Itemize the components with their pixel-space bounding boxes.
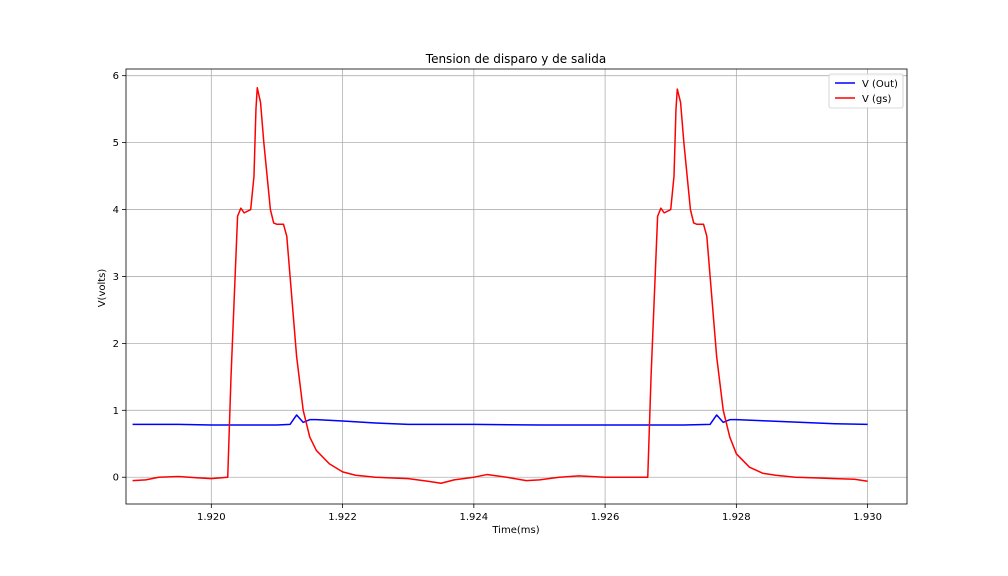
legend: V (Out) V (gs) [828, 73, 904, 109]
x-tick-label: 1.930 [853, 512, 882, 523]
grid-lines [126, 69, 907, 504]
y-tick-label: 1 [113, 406, 119, 417]
legend-label-v-out: V (Out) [862, 79, 898, 90]
x-axis-ticks: 1.920 1.922 1.924 1.926 1.928 1.930 [197, 504, 882, 523]
legend-label-v-gs: V (gs) [862, 94, 891, 105]
series-line-v-out [132, 414, 868, 426]
x-tick-label: 1.924 [460, 512, 489, 523]
x-tick-label: 1.926 [591, 512, 620, 523]
y-axis-ticks: 0 1 2 3 4 5 6 [113, 71, 126, 484]
y-tick-label: 3 [113, 272, 119, 283]
x-axis-label: Time(ms) [491, 525, 539, 536]
y-tick-label: 5 [113, 138, 119, 149]
series-layer [132, 86, 868, 484]
chart-title: Tension de disparo y de salida [425, 52, 606, 66]
y-tick-label: 6 [113, 71, 119, 82]
y-tick-label: 0 [113, 473, 119, 484]
y-tick-label: 2 [113, 339, 119, 350]
x-tick-label: 1.922 [328, 512, 357, 523]
x-tick-label: 1.928 [722, 512, 751, 523]
series-line-v-gs [132, 86, 868, 484]
x-tick-label: 1.920 [197, 512, 226, 523]
y-tick-label: 4 [113, 205, 119, 216]
plot-frame [125, 68, 908, 505]
y-axis-label: V(volts) [97, 269, 108, 308]
